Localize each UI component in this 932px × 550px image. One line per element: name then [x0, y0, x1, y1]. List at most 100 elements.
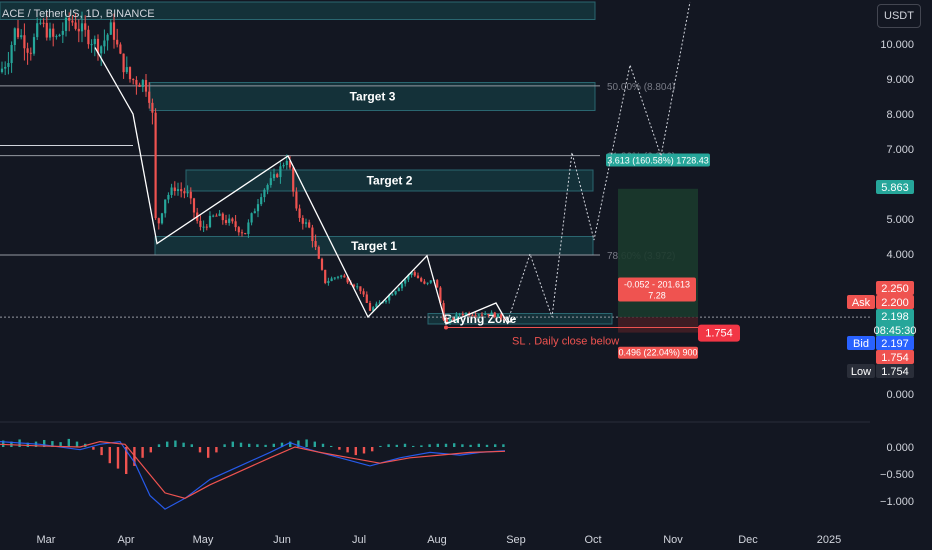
- osc-hist-bar: [330, 445, 333, 447]
- candle-body: [455, 314, 458, 320]
- price-tag-box: [876, 350, 914, 364]
- price-tick: 0.000: [886, 389, 914, 401]
- entry-label-box: [618, 277, 696, 302]
- candle-body: [138, 84, 141, 87]
- candle-body: [336, 276, 340, 278]
- candle-body: [144, 80, 148, 92]
- currency-button[interactable]: USDT: [877, 4, 921, 28]
- price-tick: 4.000: [886, 249, 914, 261]
- candle-body: [208, 215, 212, 228]
- candle-body: [96, 38, 100, 54]
- time-axis[interactable]: Mar Apr May Jun Jul Aug Sep Oct Nov Dec 2025: [37, 534, 842, 546]
- price-tick: 5.000: [886, 214, 914, 226]
- stop-label: 0.496 (22.04%) 900: [618, 348, 697, 358]
- osc-hist-bar: [43, 439, 46, 447]
- osc-hist-bar: [313, 441, 316, 447]
- osc-hist-bar: [362, 447, 366, 454]
- price-tag-value: 5.863: [881, 182, 909, 194]
- candle-body: [148, 91, 151, 103]
- time-tick: Jun: [273, 534, 291, 546]
- candle-body: [231, 218, 234, 222]
- price-tag-prefix-box: [847, 336, 875, 350]
- candle-body: [308, 222, 311, 228]
- price-tag-prefix-box: [847, 364, 875, 378]
- osc-hist-bar: [59, 442, 62, 447]
- osc-hist-bar: [403, 443, 407, 447]
- projection-path: [507, 1, 691, 321]
- time-tick: Mar: [37, 534, 56, 546]
- osc-tick: −0.500: [880, 469, 914, 481]
- osc-hist-bar: [338, 447, 341, 450]
- osc-hist-bar: [412, 445, 415, 447]
- target-zone: [185, 169, 594, 192]
- osc-hist-bar: [108, 447, 111, 464]
- osc-hist-bar: [125, 447, 128, 474]
- osc-hist-bar: [346, 447, 349, 453]
- candle-body: [16, 28, 20, 38]
- target-label-box: [606, 153, 710, 167]
- candle-body: [346, 277, 349, 283]
- osc-hist-bar: [305, 439, 308, 447]
- arrow-head: [505, 317, 515, 323]
- osc-hist-bar: [354, 447, 357, 456]
- candle-body: [106, 34, 109, 41]
- osc-hist-bar: [280, 442, 284, 447]
- candle-body: [10, 45, 13, 64]
- candle-body: [173, 187, 176, 192]
- candle-body: [400, 283, 404, 289]
- osc-hist-bar: [444, 443, 448, 447]
- candle-body: [234, 221, 237, 228]
- osc-hist-bar: [485, 444, 489, 447]
- osc-hist-bar: [461, 444, 464, 447]
- price-tag-value: 2.197: [881, 338, 909, 350]
- osc-hist-bar: [100, 447, 103, 456]
- candle-body: [180, 189, 183, 192]
- fib-label: 50.00% (8.804): [607, 82, 675, 93]
- osc-hist-bar: [264, 444, 267, 447]
- candle-body: [176, 189, 180, 192]
- time-tick: Aug: [427, 534, 447, 546]
- osc-hist-bar: [67, 438, 70, 447]
- time-tick: Nov: [663, 534, 683, 546]
- osc-hist-bar: [207, 447, 210, 458]
- osc-hist-bar: [387, 444, 390, 447]
- candle-body: [205, 226, 208, 228]
- candle-body: [487, 313, 490, 316]
- osc-hist-bar: [428, 444, 431, 447]
- candle-body: [442, 303, 445, 320]
- candle-body: [311, 227, 314, 242]
- candle-body: [48, 28, 52, 38]
- candle-body: [269, 178, 272, 186]
- candle-body: [439, 287, 442, 304]
- candle-body: [368, 302, 372, 311]
- osc-hist-bar: [477, 443, 480, 447]
- time-tick: Sep: [506, 534, 526, 546]
- long-position-tool[interactable]: 3.613 (160.58%) 1728.43 -0.052 - 201.6137…: [606, 153, 710, 359]
- candle-body: [13, 28, 16, 46]
- loss-area: [618, 317, 698, 333]
- time-tick: Apr: [117, 534, 134, 546]
- candle-body: [279, 166, 282, 178]
- candle-body: [119, 44, 122, 54]
- candle-body: [423, 281, 426, 284]
- signal-line: [0, 440, 506, 499]
- candle-body: [314, 241, 317, 247]
- osc-hist-bar: [297, 440, 300, 447]
- time-tick: Jul: [352, 534, 366, 546]
- candle-body: [445, 319, 448, 322]
- candle-body: [109, 22, 112, 35]
- candle-body: [125, 67, 128, 73]
- price-tag-box: [876, 364, 914, 378]
- candle-body: [0, 68, 4, 72]
- candle-body: [80, 23, 84, 32]
- osc-hist-bar: [256, 444, 259, 447]
- candle-body: [132, 79, 135, 81]
- candle-body: [135, 79, 138, 85]
- candle-body: [151, 102, 154, 113]
- price-tag-value: 1.754: [881, 366, 909, 378]
- osc-hist-bar: [166, 441, 169, 447]
- price-tick: 9.000: [886, 74, 914, 86]
- candle-body: [26, 48, 29, 53]
